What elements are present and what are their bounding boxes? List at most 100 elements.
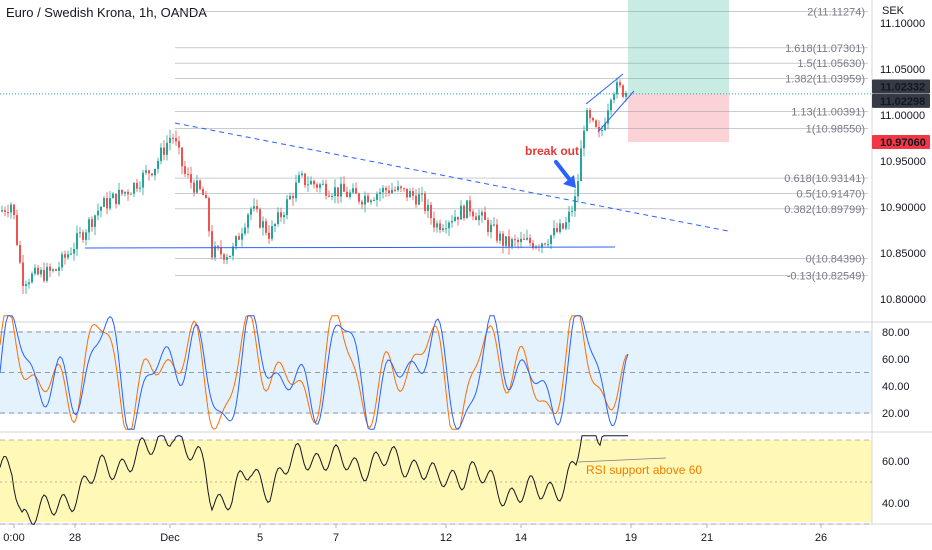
candle-body: [148, 170, 150, 174]
stop-loss-zone: [628, 93, 729, 143]
candle-body: [583, 130, 585, 149]
time-axis-tick: Dec: [160, 532, 180, 544]
candle-body: [91, 219, 93, 227]
fib-level-label: 1.13(11.00391): [791, 106, 865, 118]
candle-body: [166, 142, 168, 155]
candle-body: [451, 221, 453, 223]
fib-level-label: -0.13(10.82549): [787, 271, 865, 283]
candle-body: [211, 231, 213, 258]
candle-body: [142, 172, 144, 188]
candle-body: [382, 187, 384, 193]
chart-title: Euro / Swedish Krona, 1h, OANDA: [6, 5, 207, 20]
time-axis-tick: 28: [69, 532, 81, 544]
candle-body: [493, 224, 495, 226]
candle-body: [343, 183, 345, 192]
candle-body: [127, 191, 129, 195]
candle-body: [337, 187, 339, 197]
candle-body: [478, 215, 480, 221]
candle-body: [157, 160, 159, 169]
candle-body: [346, 191, 348, 197]
candle-body: [247, 214, 249, 228]
candle-body: [511, 239, 513, 247]
candle-body: [334, 187, 336, 197]
candle-body: [505, 236, 507, 246]
candle-body: [529, 237, 531, 243]
candle-body: [310, 180, 312, 185]
stochastic-k-line: [0, 315, 629, 430]
candle-body: [163, 147, 165, 155]
candle-body: [580, 148, 582, 182]
candle-body: [565, 222, 567, 229]
candle-body: [181, 147, 183, 167]
candle-body: [490, 224, 492, 233]
candle-body: [424, 193, 426, 211]
candle-body: [322, 183, 324, 185]
candle-body: [259, 209, 261, 228]
candle-body: [205, 195, 207, 199]
candle-body: [430, 204, 432, 219]
candle-body: [340, 183, 342, 197]
candle-body: [118, 189, 120, 205]
currency-label: SEK: [882, 5, 905, 17]
candle-body: [595, 120, 597, 127]
candle-body: [238, 236, 240, 240]
candle-body: [508, 236, 510, 247]
price-marker-badge: [872, 135, 930, 150]
candle-body: [517, 239, 519, 243]
candle-body: [409, 191, 411, 198]
price-axis-tick: 10.80000: [880, 294, 926, 306]
candle-body: [523, 238, 525, 240]
candle-body: [586, 110, 588, 131]
candle-body: [604, 123, 606, 131]
breakout-arrow-head: [563, 175, 576, 188]
candle-body: [496, 224, 498, 241]
candle-body: [94, 215, 96, 227]
candle-body: [151, 173, 153, 176]
candle-body: [25, 284, 27, 286]
candle-body: [19, 244, 21, 263]
candle-body: [304, 173, 306, 186]
fib-level-label: 1.5(11.05630): [797, 58, 865, 70]
candle-body: [454, 216, 456, 222]
candle-body: [1, 210, 3, 212]
fib-level-label: 0.618(10.93141): [784, 173, 865, 185]
candle-body: [571, 210, 573, 212]
candle-body: [487, 220, 489, 233]
candle-body: [400, 186, 402, 189]
candle-body: [373, 199, 375, 201]
candle-body: [85, 232, 87, 240]
candle-body: [370, 200, 372, 203]
candle-body: [49, 266, 51, 271]
time-axis-tick: 26: [815, 532, 827, 544]
time-axis-tick: 5: [257, 532, 263, 544]
candle-body: [319, 184, 321, 188]
candle-body: [169, 137, 171, 143]
candle-body: [295, 182, 297, 199]
candle-body: [553, 228, 555, 236]
candle-body: [70, 253, 72, 255]
candle-body: [364, 195, 366, 205]
fib-level-label: 0.382(10.89799): [784, 204, 865, 216]
candle-body: [28, 282, 30, 285]
candle-body: [475, 216, 477, 221]
price-axis-tick: 11.05000: [880, 64, 925, 76]
price-marker-badge: [872, 93, 930, 108]
candle-body: [232, 246, 234, 256]
candle-body: [145, 170, 147, 173]
candle-body: [403, 188, 405, 190]
candle-body: [115, 193, 117, 205]
candle-body: [193, 182, 195, 193]
candle-body: [601, 130, 603, 132]
candle-body: [178, 141, 180, 148]
candle-body: [376, 194, 378, 200]
candle-body: [82, 232, 84, 240]
descending-trendline: [174, 122, 729, 232]
candle-body: [388, 190, 390, 193]
candle-body: [277, 212, 279, 224]
fib-level-label: 0(10.84390): [806, 254, 865, 266]
candle-body: [616, 82, 618, 95]
candle-body: [547, 243, 549, 245]
candle-body: [439, 223, 441, 230]
price-axis-tick: 11.00000: [880, 110, 925, 122]
